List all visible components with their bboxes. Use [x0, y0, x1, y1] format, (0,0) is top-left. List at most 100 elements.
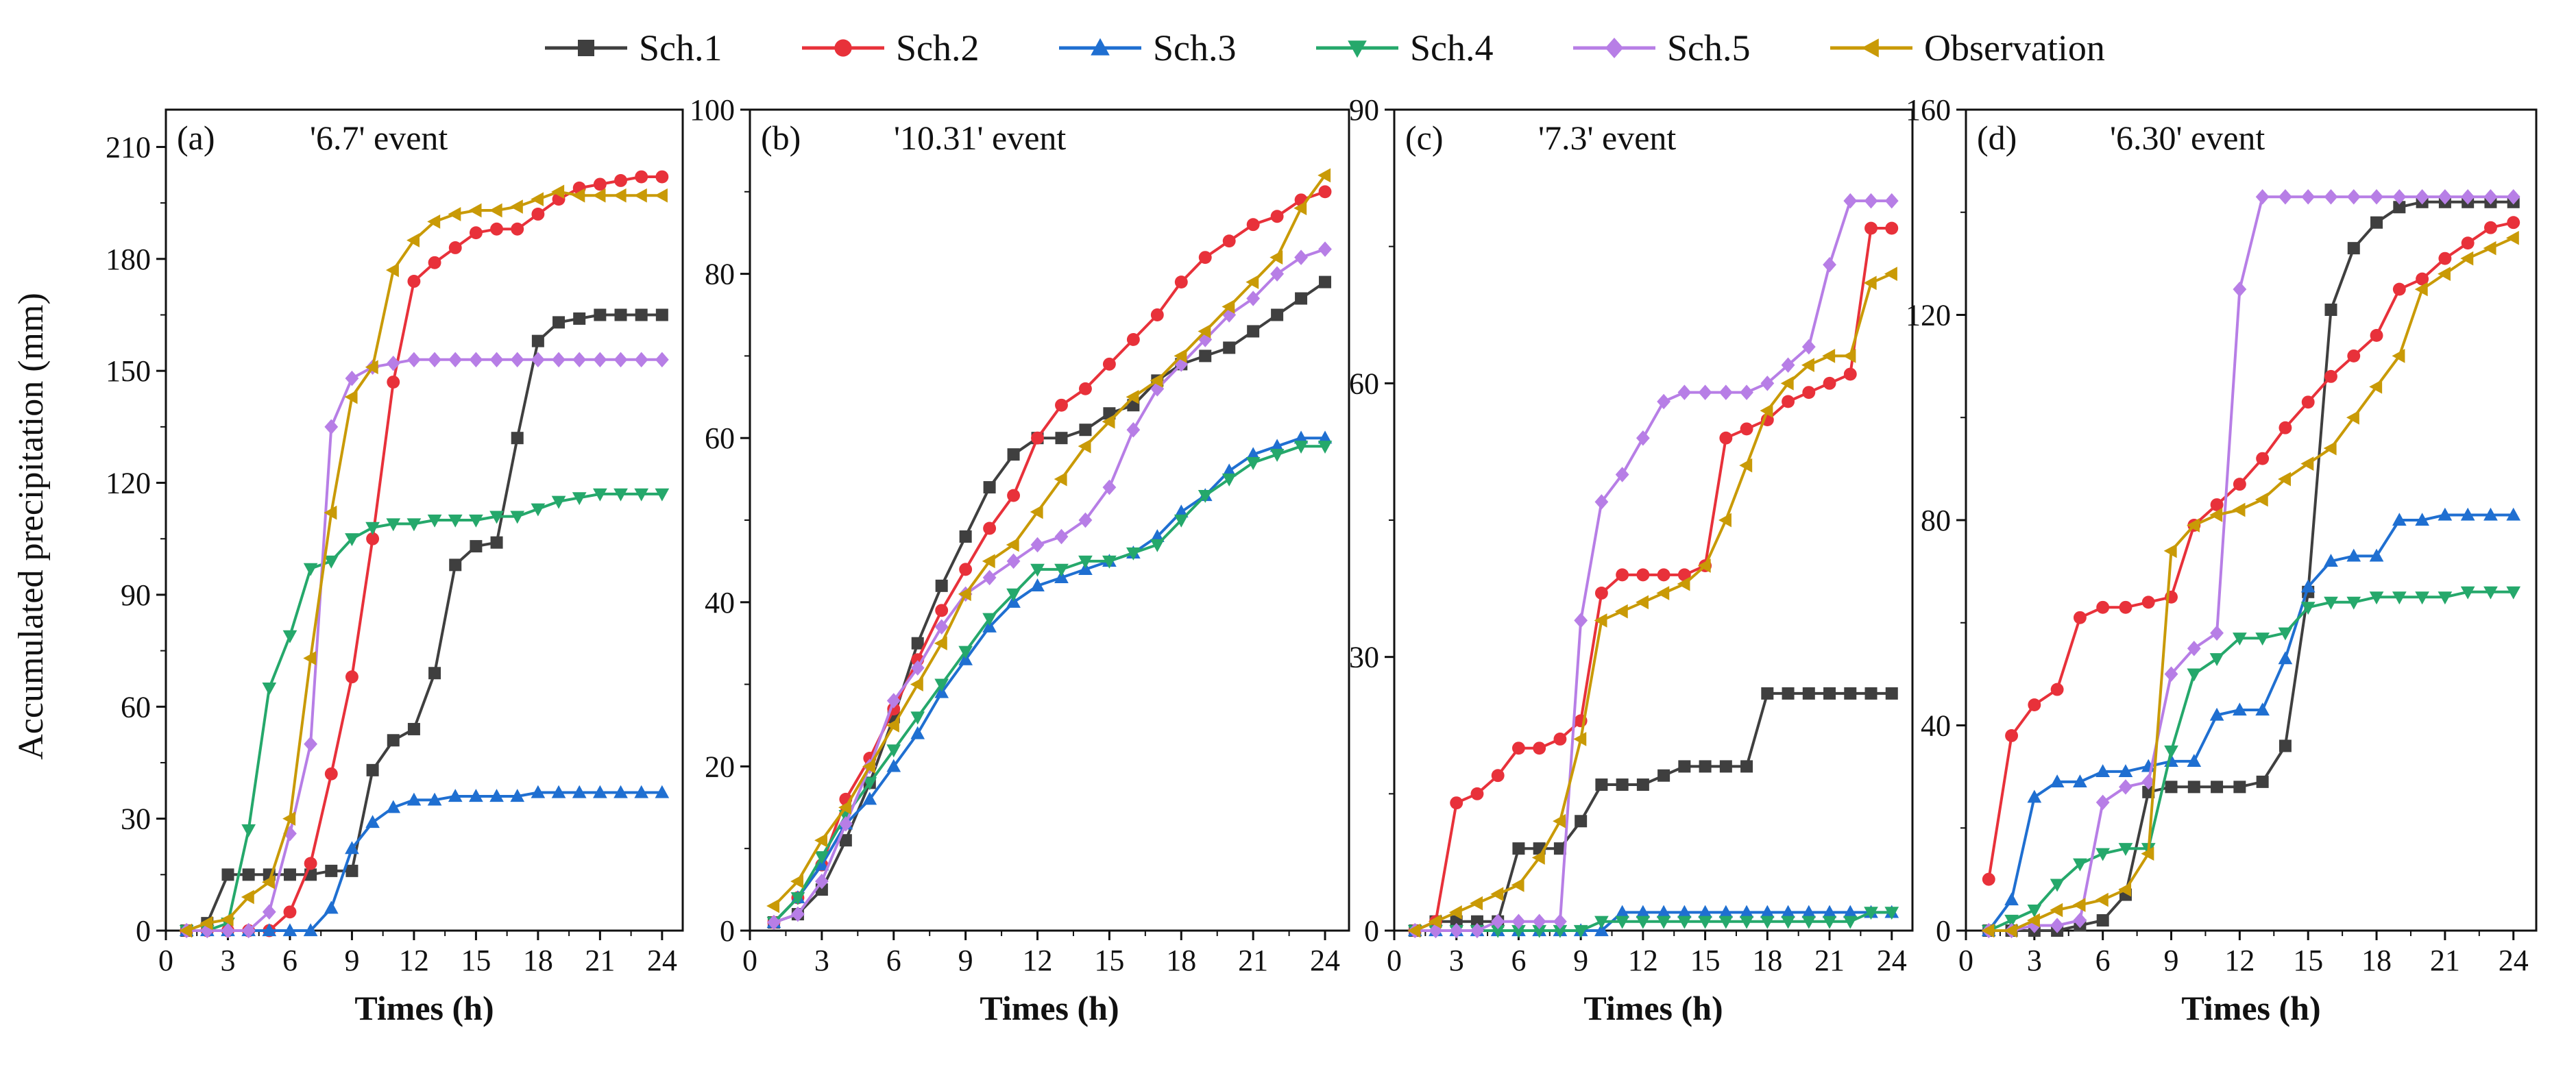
data-point-sch-1 [2165, 781, 2178, 794]
data-point-sch-4 [531, 503, 546, 517]
data-point-observation [1174, 349, 1187, 363]
data-point-sch-5 [1318, 241, 1332, 257]
data-point-sch-4 [1636, 916, 1651, 929]
data-point-sch-1 [1223, 341, 1236, 354]
data-point-sch-5 [1781, 357, 1795, 373]
data-point-observation [1614, 604, 1628, 619]
data-point-sch-4 [2483, 586, 2498, 600]
data-point-sch-4 [790, 892, 805, 905]
data-point-observation [790, 874, 804, 889]
data-point-sch-4 [2300, 602, 2316, 615]
series-line-observation [186, 190, 662, 932]
data-point-sch-3 [2415, 513, 2429, 526]
panel-d: 0 40 80 120 160 0 3 6 9 12 15 18 21 24 Times (h) (d) '6.… [1906, 93, 2538, 1027]
data-point-sch-3 [1594, 923, 1609, 937]
data-point-sch-3 [572, 785, 587, 798]
data-point-sch-5 [1740, 384, 1753, 400]
data-point-observation [1269, 250, 1283, 265]
series-observation [179, 184, 668, 938]
data-point-sch-4 [303, 563, 318, 576]
data-point-sch-1 [470, 540, 483, 553]
data-point-sch-2 [345, 670, 359, 684]
data-point-sch-2 [1511, 741, 1525, 755]
series-sch-4 [766, 441, 1333, 930]
data-point-sch-2 [614, 174, 627, 187]
data-point-sch-1 [490, 536, 503, 549]
data-point-sch-2 [2233, 478, 2246, 491]
data-point-observation [1470, 896, 1483, 911]
data-point-sch-3 [2050, 774, 2065, 787]
data-point-sch-3 [2346, 548, 2361, 562]
data-point-sch-5 [613, 352, 628, 368]
data-point-observation [910, 677, 923, 691]
data-point-sch-5 [572, 352, 587, 368]
x-tick-label: 0 [742, 944, 757, 977]
data-point-sch-4 [982, 613, 997, 626]
data-point-sch-2 [1491, 769, 1505, 783]
data-point-sch-4 [2164, 745, 2178, 759]
legend-label-observation: Observation [1924, 27, 2105, 69]
data-point-observation [1863, 275, 1877, 291]
data-point-sch-3 [2483, 507, 2498, 521]
data-point-observation [1030, 504, 1043, 519]
series-observation [1407, 267, 1897, 938]
panel-title-a: '6.7' event [310, 119, 448, 157]
data-point-sch-1 [839, 834, 852, 847]
data-point-sch-1 [573, 312, 586, 325]
data-point-observation [220, 912, 234, 927]
data-point-sch-5 [1574, 613, 1588, 628]
data-point-sch-1 [2324, 304, 2337, 317]
data-point-sch-1 [2187, 781, 2200, 794]
data-point-sch-3 [1656, 905, 1671, 918]
data-point-observation [1697, 559, 1711, 573]
data-point-sch-4 [427, 514, 442, 528]
series-line-observation [1414, 272, 1893, 932]
data-point-sch-3 [1698, 905, 1712, 918]
series-sch-3 [179, 785, 670, 937]
data-point-sch-3 [2300, 579, 2316, 593]
data-point-sch-5 [448, 352, 463, 368]
data-point-sch-4 [2506, 586, 2521, 600]
data-point-sch-5 [886, 693, 901, 709]
data-point-sch-4 [2460, 586, 2475, 600]
series-sch-2 [1982, 216, 2520, 886]
y-tick-label: 80 [1921, 504, 1951, 537]
series-observation [766, 168, 1331, 913]
data-point-sch-4 [1126, 547, 1141, 561]
data-point-sch-4 [1781, 916, 1795, 929]
data-point-sch-3 [1781, 905, 1795, 918]
data-point-sch-5 [1246, 291, 1261, 306]
y-tick-label: 60 [121, 690, 151, 724]
data-point-observation [1102, 414, 1115, 429]
data-point-observation [1636, 595, 1649, 610]
data-point-sch-5 [2279, 189, 2292, 205]
data-point-sch-2 [1533, 741, 1546, 755]
data-point-sch-4 [365, 521, 380, 535]
data-point-sch-2 [2005, 729, 2019, 742]
data-point-observation [2187, 518, 2200, 532]
data-point-sch-5 [2233, 281, 2247, 297]
y-axis-title: Accumulated precipitation (mm) [12, 293, 51, 760]
x-tick-label: 6 [886, 944, 901, 977]
data-point-observation [2392, 349, 2405, 363]
data-point-sch-3 [1636, 905, 1651, 918]
data-point-sch-3 [613, 785, 628, 798]
data-point-sch-1 [221, 868, 234, 881]
data-point-sch-1 [1470, 915, 1483, 928]
data-point-sch-2 [490, 222, 504, 236]
data-point-sch-4 [958, 646, 973, 659]
data-point-observation [385, 262, 399, 278]
data-point-sch-5 [1864, 193, 1878, 209]
data-point-observation [1718, 513, 1731, 528]
data-point-observation [2300, 456, 2314, 471]
data-point-observation [303, 651, 317, 665]
data-point-sch-2 [2507, 216, 2520, 230]
data-point-sch-2 [1174, 275, 1188, 289]
data-point-sch-1 [1055, 432, 1068, 445]
data-point-sch-3 [386, 800, 401, 813]
data-point-sch-3 [2324, 554, 2338, 567]
data-point-sch-1 [1247, 325, 1260, 338]
data-point-sch-4 [1594, 916, 1609, 929]
panel-label-a: (a) [177, 119, 215, 157]
data-point-sch-2 [1246, 218, 1260, 232]
